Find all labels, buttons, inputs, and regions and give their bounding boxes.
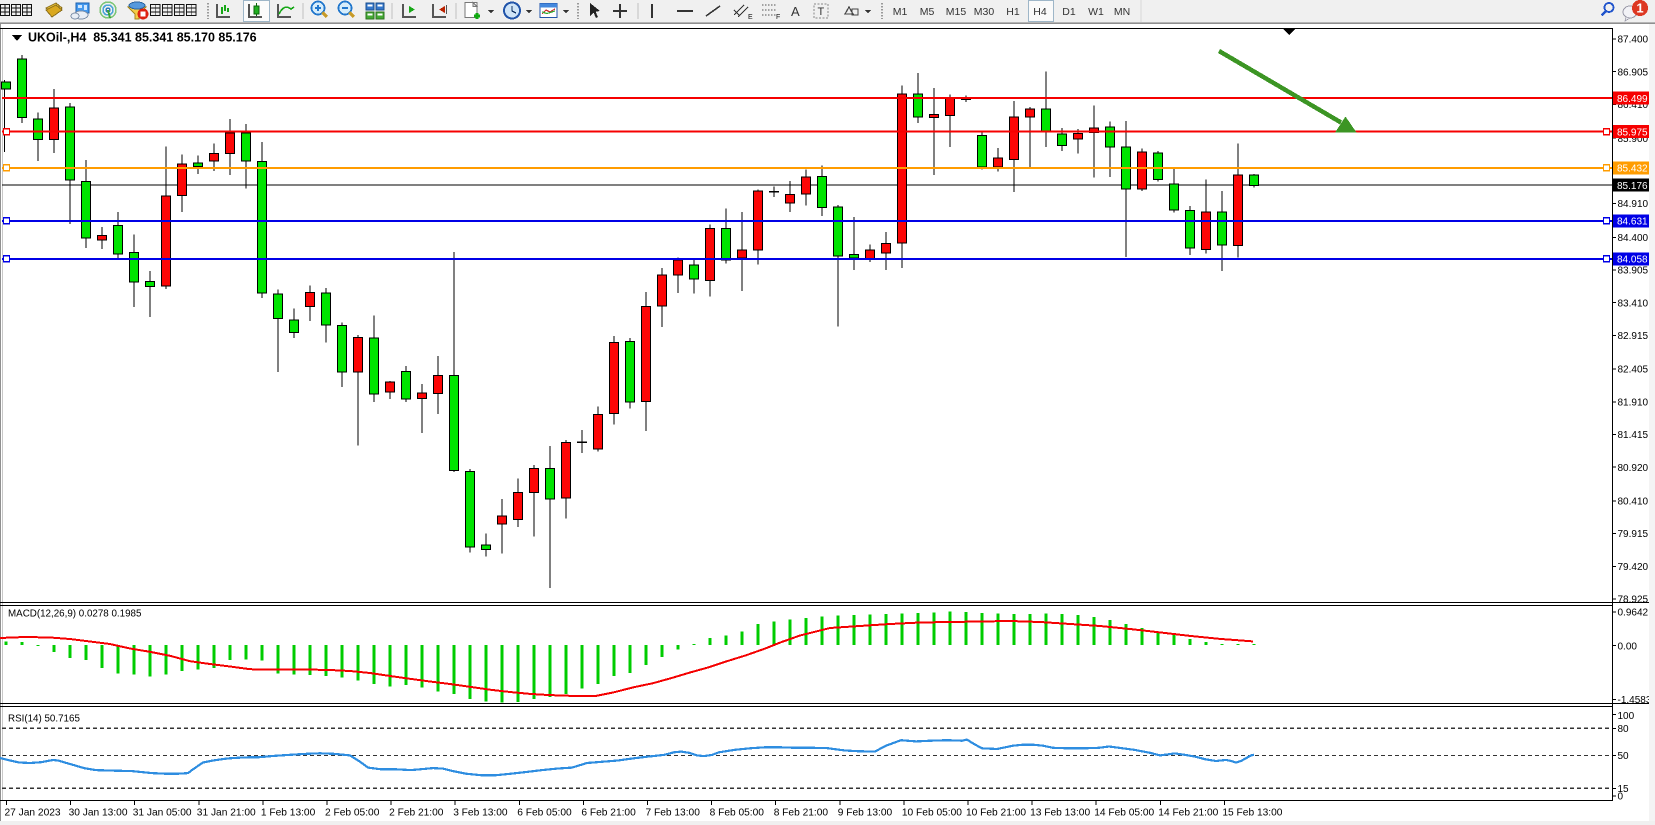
- svg-text:M15: M15: [946, 6, 967, 18]
- svg-text:15 Feb 13:00: 15 Feb 13:00: [1222, 808, 1282, 819]
- svg-text:MACD(12,26,9) 0.0278 0.1985: MACD(12,26,9) 0.0278 0.1985: [8, 609, 142, 620]
- svg-text:10 Feb 21:00: 10 Feb 21:00: [966, 808, 1026, 819]
- svg-text:2 Feb 21:00: 2 Feb 21:00: [389, 808, 444, 819]
- svg-text:M1: M1: [893, 6, 908, 18]
- svg-text:E: E: [748, 14, 753, 21]
- svg-text:82.405: 82.405: [1618, 365, 1649, 376]
- svg-text:1 Feb 13:00: 1 Feb 13:00: [261, 808, 316, 819]
- svg-text:79.420: 79.420: [1618, 562, 1649, 573]
- svg-text:2 Feb 05:00: 2 Feb 05:00: [325, 808, 380, 819]
- svg-text:79.915: 79.915: [1618, 529, 1649, 540]
- svg-text:85.975: 85.975: [1617, 127, 1648, 138]
- svg-text:81.415: 81.415: [1618, 430, 1649, 441]
- svg-text:81.910: 81.910: [1618, 397, 1649, 408]
- svg-text:H4: H4: [1033, 6, 1047, 18]
- svg-text:50: 50: [1618, 751, 1630, 762]
- svg-text:84.058: 84.058: [1617, 255, 1648, 266]
- svg-text:15: 15: [1618, 784, 1630, 795]
- svg-text:6 Feb 21:00: 6 Feb 21:00: [581, 808, 636, 819]
- svg-text:14 Feb 21:00: 14 Feb 21:00: [1158, 808, 1218, 819]
- svg-text:M30: M30: [974, 6, 995, 18]
- svg-text:86.905: 86.905: [1618, 67, 1649, 78]
- svg-text:0.00: 0.00: [1618, 641, 1638, 652]
- svg-text:83.905: 83.905: [1618, 266, 1649, 277]
- svg-text:85.900: 85.900: [1618, 134, 1649, 145]
- svg-text:31 Jan 05:00: 31 Jan 05:00: [133, 808, 192, 819]
- svg-text:80.920: 80.920: [1618, 463, 1649, 474]
- svg-text:86.410: 86.410: [1618, 100, 1649, 111]
- svg-text:MN: MN: [1114, 6, 1130, 18]
- svg-text:1: 1: [1636, 1, 1643, 16]
- svg-text:T: T: [818, 6, 825, 18]
- svg-text:RSI(14) 50.7165: RSI(14) 50.7165: [8, 714, 80, 725]
- svg-text:-1.4583: -1.4583: [1618, 695, 1652, 706]
- svg-text:83.410: 83.410: [1618, 298, 1649, 309]
- svg-text:30 Jan 13:00: 30 Jan 13:00: [69, 808, 128, 819]
- svg-text:85.432: 85.432: [1617, 164, 1648, 175]
- svg-text:87.400: 87.400: [1618, 35, 1649, 46]
- svg-text:F: F: [776, 14, 780, 21]
- svg-text:7 Feb 13:00: 7 Feb 13:00: [646, 808, 701, 819]
- svg-text:0: 0: [1618, 791, 1624, 802]
- svg-text:UKOil-,H4 85.341 85.341 85.17: UKOil-,H4 85.341 85.341 85.170 85.176: [28, 31, 257, 45]
- svg-text:A: A: [791, 4, 800, 19]
- svg-text:8 Feb 21:00: 8 Feb 21:00: [774, 808, 829, 819]
- svg-text:100: 100: [1618, 711, 1635, 722]
- svg-text:80: 80: [1618, 724, 1630, 735]
- svg-text:D1: D1: [1062, 6, 1076, 18]
- svg-text:M5: M5: [920, 6, 935, 18]
- svg-text:84.631: 84.631: [1617, 217, 1648, 228]
- svg-text:84.910: 84.910: [1618, 199, 1649, 210]
- svg-text:6 Feb 05:00: 6 Feb 05:00: [517, 808, 572, 819]
- svg-text:10 Feb 05:00: 10 Feb 05:00: [902, 808, 962, 819]
- svg-text:85.176: 85.176: [1617, 181, 1648, 192]
- svg-text:8 Feb 05:00: 8 Feb 05:00: [710, 808, 765, 819]
- svg-text:84.400: 84.400: [1618, 233, 1649, 244]
- svg-text:31 Jan 21:00: 31 Jan 21:00: [197, 808, 256, 819]
- svg-text:H1: H1: [1006, 6, 1020, 18]
- svg-text:80.410: 80.410: [1618, 497, 1649, 508]
- svg-text:14 Feb 05:00: 14 Feb 05:00: [1094, 808, 1154, 819]
- svg-text:9 Feb 13:00: 9 Feb 13:00: [838, 808, 893, 819]
- svg-text:78.925: 78.925: [1618, 595, 1649, 606]
- svg-text:82.915: 82.915: [1618, 331, 1649, 342]
- svg-text:13 Feb 13:00: 13 Feb 13:00: [1030, 808, 1090, 819]
- svg-text:86.499: 86.499: [1617, 94, 1648, 105]
- svg-text:0.9642: 0.9642: [1618, 607, 1649, 618]
- svg-text:W1: W1: [1088, 6, 1104, 18]
- svg-text:3 Feb 13:00: 3 Feb 13:00: [453, 808, 508, 819]
- svg-text:27 Jan 2023: 27 Jan 2023: [5, 808, 61, 819]
